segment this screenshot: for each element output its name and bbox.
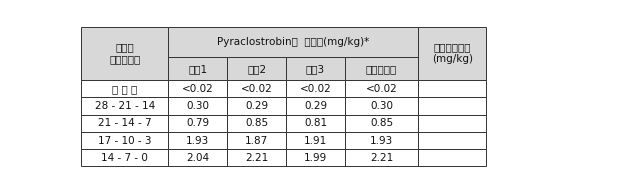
Bar (418, 27, 486, 80)
Text: 1.87: 1.87 (245, 135, 268, 146)
Text: 반복1: 반복1 (188, 64, 207, 74)
Text: 수확전
약제처리일: 수확전 약제처리일 (109, 43, 140, 64)
Text: 잔류허용기준
(mg/kg): 잔류허용기준 (mg/kg) (432, 43, 473, 64)
Bar (345, 132, 418, 149)
Bar (81, 80, 168, 97)
Bar (418, 80, 486, 97)
Text: 21 - 14 - 7: 21 - 14 - 7 (98, 118, 151, 128)
Bar (168, 57, 227, 80)
Bar (345, 57, 418, 80)
Text: 반복2: 반복2 (247, 64, 266, 74)
Bar (286, 115, 345, 132)
Bar (81, 132, 168, 149)
Text: 0.85: 0.85 (245, 118, 268, 128)
Text: 0.29: 0.29 (304, 101, 327, 111)
Bar (81, 149, 168, 166)
Text: 0.30: 0.30 (370, 101, 393, 111)
Text: <0.02: <0.02 (182, 84, 214, 94)
Bar (227, 97, 286, 115)
Text: 0.81: 0.81 (304, 118, 327, 128)
Text: 28 - 21 - 14: 28 - 21 - 14 (95, 101, 154, 111)
Bar (227, 149, 286, 166)
Bar (418, 97, 486, 115)
Text: 1.93: 1.93 (370, 135, 393, 146)
Text: 1.91: 1.91 (304, 135, 327, 146)
Bar (345, 115, 418, 132)
Bar (168, 132, 227, 149)
Bar (168, 115, 227, 132)
Bar (168, 27, 418, 57)
Text: 0.85: 0.85 (370, 118, 393, 128)
Text: 14 - 7 - 0: 14 - 7 - 0 (101, 153, 148, 163)
Bar (286, 97, 345, 115)
Text: 1.99: 1.99 (304, 153, 327, 163)
Bar (286, 57, 345, 80)
Bar (345, 97, 418, 115)
Bar (227, 80, 286, 97)
Text: 2.04: 2.04 (186, 153, 210, 163)
Bar (81, 97, 168, 115)
Bar (286, 80, 345, 97)
Bar (286, 149, 345, 166)
Bar (286, 132, 345, 149)
Text: <0.02: <0.02 (241, 84, 273, 94)
Text: 0.79: 0.79 (186, 118, 210, 128)
Text: <0.02: <0.02 (300, 84, 331, 94)
Bar (418, 132, 486, 149)
Bar (345, 149, 418, 166)
Bar (227, 115, 286, 132)
Text: 최대잔류량: 최대잔류량 (366, 64, 397, 74)
Text: 2.21: 2.21 (370, 153, 393, 163)
Text: 1.93: 1.93 (186, 135, 210, 146)
Bar (418, 149, 486, 166)
Bar (345, 80, 418, 97)
Text: 2.21: 2.21 (245, 153, 268, 163)
Bar (81, 27, 168, 80)
Text: Pyraclostrobin의  잔류량(mg/kg)*: Pyraclostrobin의 잔류량(mg/kg)* (217, 37, 370, 47)
Text: 0.29: 0.29 (245, 101, 268, 111)
Bar (227, 132, 286, 149)
Bar (168, 97, 227, 115)
Bar (168, 80, 227, 97)
Text: 0.30: 0.30 (186, 101, 210, 111)
Text: 17 - 10 - 3: 17 - 10 - 3 (98, 135, 151, 146)
Bar (81, 115, 168, 132)
Bar (168, 149, 227, 166)
Text: 무 처 리: 무 처 리 (112, 84, 137, 94)
Text: <0.02: <0.02 (366, 84, 397, 94)
Bar (418, 115, 486, 132)
Bar (227, 57, 286, 80)
Text: 반복3: 반복3 (306, 64, 325, 74)
